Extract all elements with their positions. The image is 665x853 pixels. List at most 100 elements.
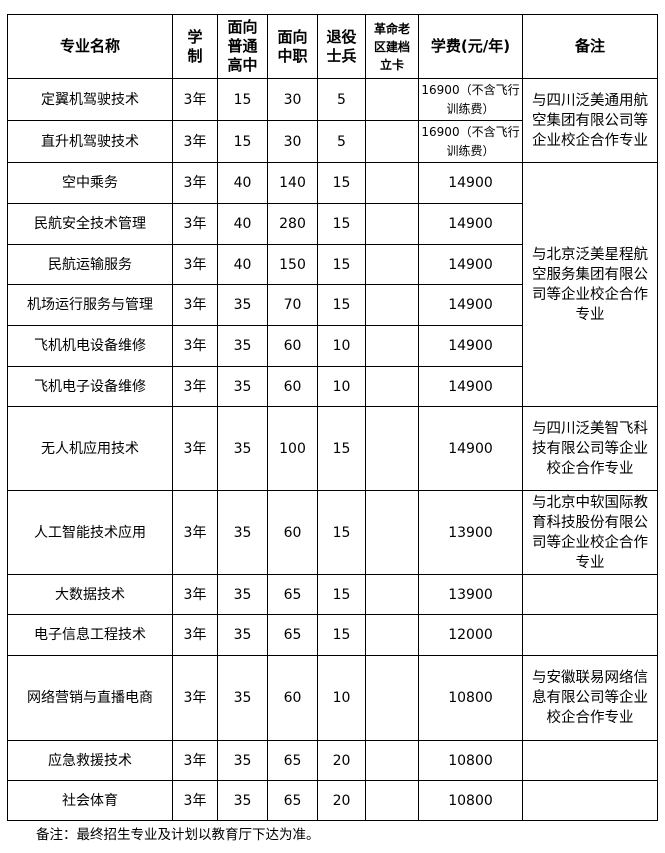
revolutionary-area-quota [365,490,419,575]
header-tuition: 学费(元/年) [418,14,523,79]
vocational-quota: 65 [267,780,318,821]
tuition: 13900 [418,490,523,575]
major-name: 网络营销与直播电商 [7,655,173,741]
remark: 与安徽联易网络信息有限公司等企业校企合作专业 [522,655,658,741]
table-row: 人工智能技术应用 3年 35 60 15 13900 与北京中软国际教育科技股份有限公司等企… [7,490,658,575]
vocational-quota: 65 [267,574,318,615]
major-name: 飞机机电设备维修 [7,325,173,367]
major-name: 直升机驾驶技术 [7,120,173,163]
revolutionary-area-quota [365,406,419,491]
veterans-quota: 10 [317,366,366,407]
vocational-quota: 280 [267,203,318,245]
veterans-quota: 10 [317,655,366,741]
major-name: 大数据技术 [7,574,173,615]
vocational-quota: 100 [267,406,318,491]
table-row: 社会体育 3年 35 65 20 10800 [7,780,658,821]
veterans-quota: 15 [317,490,366,575]
vocational-quota: 150 [267,244,318,285]
table-row: 大数据技术 3年 35 65 15 13900 [7,574,658,615]
revolutionary-area-quota [365,574,419,615]
revolutionary-area-quota [365,655,419,741]
header-veterans: 退役士兵 [317,14,366,79]
veterans-quota: 20 [317,740,366,781]
duration: 3年 [172,162,218,204]
duration: 3年 [172,740,218,781]
high-school-quota: 35 [217,284,268,326]
table-row: 飞机电子设备维修 3年 35 60 10 14900 [7,366,658,407]
major-name: 人工智能技术应用 [7,490,173,575]
revolutionary-area-quota [365,120,419,163]
table-row: 空中乘务 3年 40 140 15 14900 与北京泛美星程航空服务集团有限公司等企业校企… [7,162,658,407]
table-row: 无人机应用技术 3年 35 100 15 14900 与四川泛美智飞科技有限公司等企业校企合… [7,406,658,491]
major-name: 定翼机驾驶技术 [7,78,173,121]
high-school-quota: 35 [217,366,268,407]
veterans-quota: 20 [317,780,366,821]
vocational-quota: 140 [267,162,318,204]
revolutionary-area-quota [365,614,419,656]
remark: 与四川泛美智飞科技有限公司等企业校企合作专业 [522,406,658,491]
remark [522,740,658,781]
vocational-quota: 60 [267,655,318,741]
tuition: 10800 [418,780,523,821]
tuition: 14900 [418,244,523,285]
header-veterans-label: 退役士兵 [326,27,357,65]
header-row: 专业名称 学制 面向 普通 高中 面向中职 退役士兵 革命老 区建档 立卡 学费(元/年… [7,14,658,79]
duration: 3年 [172,614,218,656]
duration: 3年 [172,203,218,245]
footnote: 备注：最终招生专业及计划以教育厅下达为准。 [36,827,320,843]
high-school-quota: 40 [217,244,268,285]
header-duration: 学制 [172,14,218,79]
remark [522,780,658,821]
table-row: 定翼机驾驶技术 3年 15 30 5 16900（不含飞行训练费） 与四川泛美通用航空集团有… [7,78,658,163]
table-row: 电子信息工程技术 3年 35 65 15 12000 [7,614,658,656]
major-name: 飞机电子设备维修 [7,366,173,407]
remark [522,574,658,615]
remark: 与北京中软国际教育科技股份有限公司等企业校企合作专业 [522,490,658,575]
high-school-quota: 40 [217,203,268,245]
header-vocational-label: 面向中职 [277,27,308,65]
major-name: 空中乘务 [7,162,173,204]
header-vocational: 面向中职 [267,14,318,79]
veterans-quota: 15 [317,244,366,285]
header-old-revolutionary-area: 革命老 区建档 立卡 [365,14,419,79]
high-school-quota: 35 [217,490,268,575]
enrollment-plan-table: 专业名称 学制 面向 普通 高中 面向中职 退役士兵 革命老 区建档 立卡 学费(元/年… [7,14,658,821]
revolutionary-area-quota [365,780,419,821]
duration: 3年 [172,244,218,285]
table-row: 应急救援技术 3年 35 65 20 10800 [7,740,658,781]
veterans-quota: 15 [317,574,366,615]
duration: 3年 [172,574,218,615]
header-remarks: 备注 [522,14,658,79]
tuition: 14900 [418,162,523,204]
revolutionary-area-quota [365,203,419,245]
tuition: 14900 [418,325,523,367]
vocational-quota: 30 [267,78,318,121]
tuition: 12000 [418,614,523,656]
duration: 3年 [172,325,218,367]
table-row: 直升机驾驶技术 3年 15 30 5 16900（不含飞行训练费） [7,120,658,163]
veterans-quota: 15 [317,162,366,204]
major-name: 无人机应用技术 [7,406,173,491]
header-high-school: 面向 普通 高中 [217,14,268,79]
veterans-quota: 15 [317,203,366,245]
tuition: 14900 [418,406,523,491]
high-school-quota: 35 [217,406,268,491]
vocational-quota: 65 [267,740,318,781]
duration: 3年 [172,284,218,326]
high-school-quota: 35 [217,780,268,821]
high-school-quota: 35 [217,655,268,741]
duration: 3年 [172,78,218,121]
tuition: 14900 [418,366,523,407]
tuition: 10800 [418,740,523,781]
veterans-quota: 5 [317,78,366,121]
high-school-quota: 35 [217,325,268,367]
major-name: 社会体育 [7,780,173,821]
duration: 3年 [172,120,218,163]
tuition: 13900 [418,574,523,615]
vocational-quota: 65 [267,614,318,656]
high-school-quota: 35 [217,614,268,656]
duration: 3年 [172,655,218,741]
tuition: 10800 [418,655,523,741]
vocational-quota: 60 [267,490,318,575]
revolutionary-area-quota [365,162,419,204]
